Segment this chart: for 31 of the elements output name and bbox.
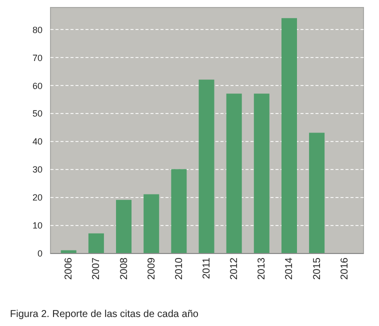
y-tick-label: 20	[32, 192, 42, 203]
x-tick-label: 2016	[339, 257, 350, 280]
bar	[88, 233, 104, 253]
bar	[254, 94, 270, 253]
bar	[60, 250, 76, 253]
y-tick-label: 40	[32, 136, 42, 147]
y-tick-label: 60	[32, 80, 42, 91]
y-tick-label: 70	[32, 52, 42, 63]
bar	[309, 132, 325, 253]
x-tick-label: 2013	[256, 257, 268, 280]
bar	[144, 194, 160, 253]
x-tick-label: 2011	[202, 257, 212, 280]
bar	[281, 18, 297, 253]
y-tick-label: 10	[32, 220, 42, 231]
x-tick-label: 2008	[118, 257, 130, 280]
x-tick-label: 2012	[229, 257, 240, 280]
y-tick-label: 50	[32, 108, 42, 119]
y-tick-label: 80	[32, 24, 42, 35]
bar	[226, 94, 242, 253]
text: Figura 2. Reporte de las citas de cada año	[10, 309, 200, 320]
x-tick-label: 2009	[146, 257, 158, 280]
y-tick-label: 30	[32, 164, 42, 175]
bar	[116, 200, 132, 253]
bar	[198, 80, 214, 253]
x-tick-label: 2006	[64, 257, 75, 280]
x-tick-label: 2007	[91, 257, 102, 280]
x-tick-label: 2015	[312, 257, 323, 280]
x-tick-label: 2010	[174, 257, 185, 280]
x-tick-label: 2014	[284, 257, 296, 280]
y-tick-label: 0	[37, 248, 42, 258]
bar	[171, 169, 187, 253]
